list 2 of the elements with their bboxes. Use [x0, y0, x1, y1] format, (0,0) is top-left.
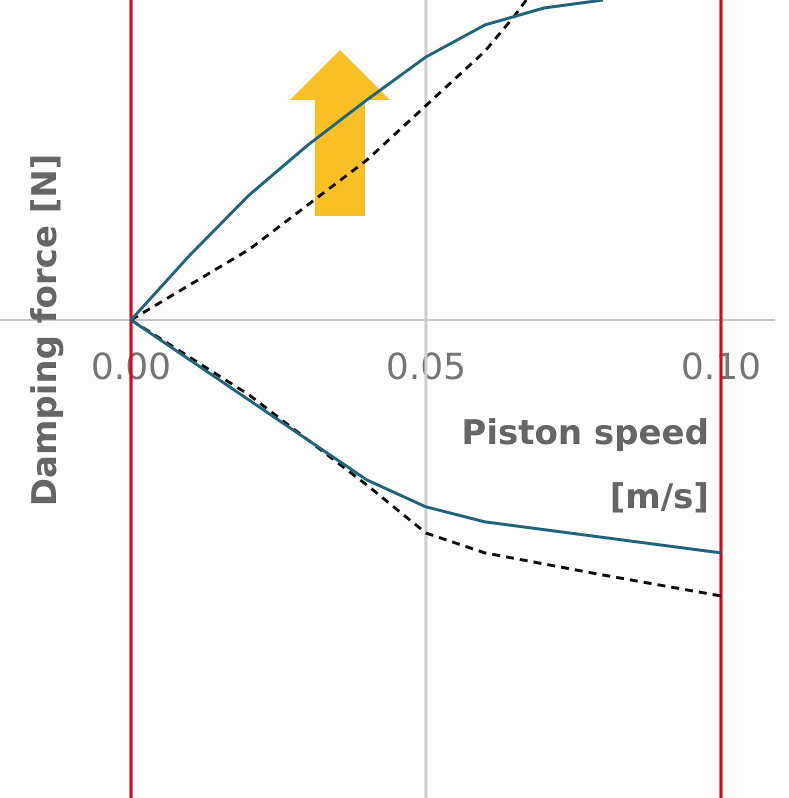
x-axis-title: Piston speed [m/s] [461, 412, 709, 517]
y-axis-title: Damping force [N] [24, 154, 65, 506]
